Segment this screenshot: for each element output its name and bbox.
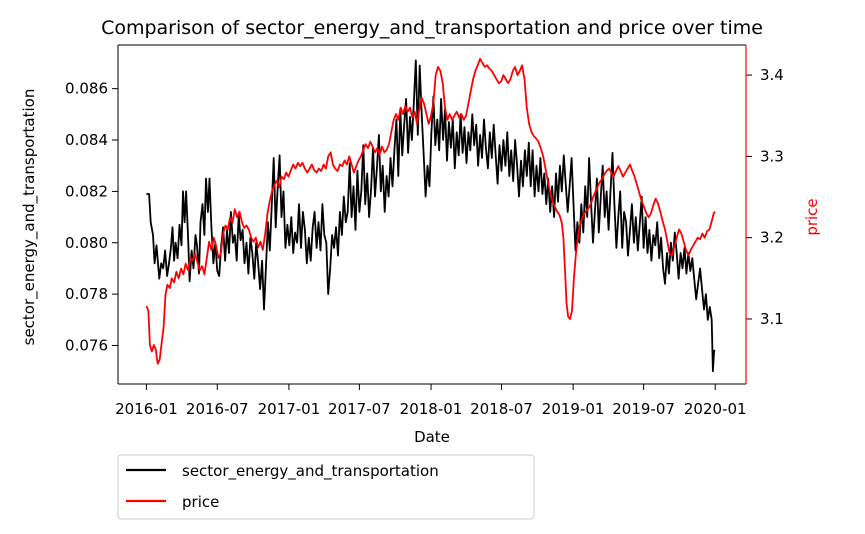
x-ticks: 2016-01 2016-07 2017-01 2017-07 2018-01 2018-… bbox=[115, 384, 747, 418]
y-ticks-left: 0.076 0.078 0.080 0.082 0.084 0.086 bbox=[65, 80, 118, 354]
x-tick-label: 2018-01 bbox=[400, 400, 463, 418]
series-line-price bbox=[145, 57, 716, 365]
y-axis-label-right: price bbox=[803, 198, 821, 235]
x-tick-label: 2017-07 bbox=[328, 400, 391, 418]
series-layer bbox=[145, 57, 716, 373]
x-tick-label: 2017-01 bbox=[258, 400, 321, 418]
y-left-tick-label: 0.080 bbox=[65, 234, 108, 252]
y-left-tick-label: 0.082 bbox=[65, 182, 108, 200]
right-y-axis-label: price bbox=[803, 198, 821, 235]
legend-label-price: price bbox=[182, 493, 219, 511]
y-left-tick-label: 0.084 bbox=[65, 131, 108, 149]
legend-box bbox=[117, 454, 535, 520]
plot-area: 2016-01 2016-07 2017-01 2017-07 2018-01 2018-… bbox=[65, 44, 784, 418]
y-right-tick-label: 3.4 bbox=[760, 66, 784, 84]
x-tick-label: 2019-07 bbox=[612, 400, 675, 418]
x-tick-label: 2016-01 bbox=[115, 400, 178, 418]
x-tick-label: 2018-07 bbox=[470, 400, 533, 418]
axes-frame bbox=[117, 44, 747, 385]
y-right-tick-label: 3.3 bbox=[760, 147, 784, 165]
y-left-tick-label: 0.086 bbox=[65, 80, 108, 98]
x-tick-label: 2016-07 bbox=[186, 400, 249, 418]
legend-label-sector: sector_energy_and_transportation bbox=[182, 462, 439, 481]
y-right-tick-label: 3.2 bbox=[760, 229, 784, 247]
x-tick-label: 2019-01 bbox=[542, 400, 605, 418]
y-left-tick-label: 0.076 bbox=[65, 336, 108, 354]
y-left-tick-label: 0.078 bbox=[65, 285, 108, 303]
legend: sector_energy_and_transportation price bbox=[117, 454, 535, 520]
y-axis-label-left: sector_energy_and_transportation bbox=[20, 89, 39, 346]
chart-title: Comparison of sector_energy_and_transpor… bbox=[101, 17, 763, 39]
y-right-tick-label: 3.1 bbox=[760, 310, 784, 328]
x-axis-label: Date bbox=[414, 428, 450, 446]
x-tick-label: 2020-01 bbox=[684, 400, 747, 418]
left-y-axis-label: sector_energy_and_transportation bbox=[20, 89, 39, 346]
series-line-sector bbox=[146, 59, 716, 373]
y-ticks-right: 3.1 3.2 3.3 3.4 bbox=[746, 66, 784, 328]
